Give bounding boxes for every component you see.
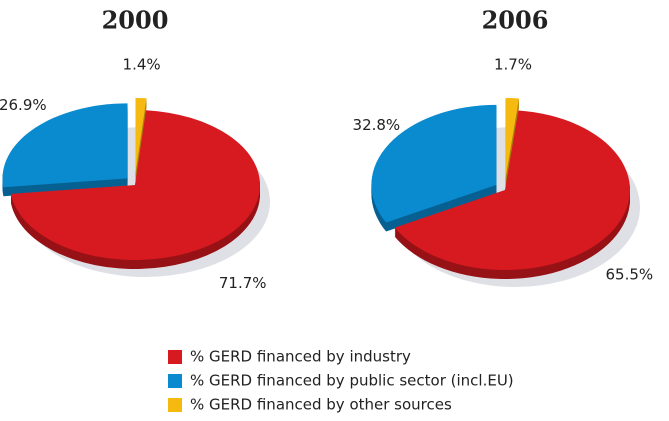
pie-slice [2, 103, 128, 188]
pie-slice [10, 110, 261, 261]
value-label: 71.7% [219, 274, 267, 292]
legend-label: % GERD financed by public sector (incl.E… [190, 372, 514, 390]
legend-label: % GERD financed by other sources [190, 396, 452, 414]
legend-label: % GERD financed by industry [190, 348, 411, 366]
value-label: 1.4% [123, 56, 161, 74]
chart-title: 2000 [102, 6, 169, 35]
pie-slice [135, 98, 147, 174]
value-label: 65.5% [605, 265, 653, 283]
legend-swatch [168, 398, 182, 412]
value-label: 1.7% [494, 56, 532, 74]
legend-swatch [168, 350, 182, 364]
pie-slice [505, 98, 519, 179]
pie-slice [394, 110, 630, 271]
value-label: 26.9% [0, 96, 47, 114]
pie-slice [371, 104, 497, 223]
value-label: 32.8% [353, 116, 401, 134]
legend-swatch [168, 374, 182, 388]
chart-title: 2006 [482, 6, 549, 35]
